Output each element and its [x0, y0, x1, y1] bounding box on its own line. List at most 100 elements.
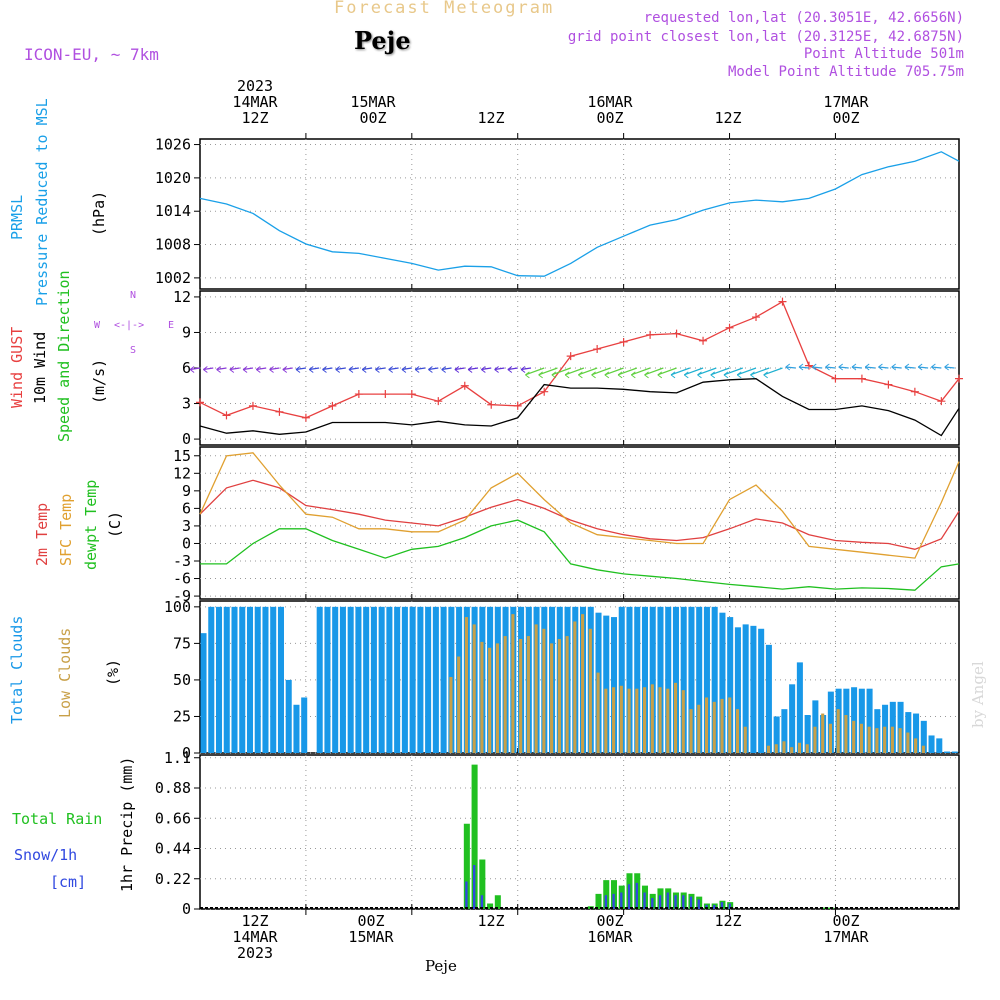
- wind-arrow: [454, 367, 465, 371]
- low-cloud-bar: [511, 614, 515, 753]
- low-cloud-bar: [821, 713, 825, 753]
- wind-arrowhead: [838, 363, 844, 371]
- series-line-dewpt-temp: [200, 519, 960, 591]
- wind-arrow: [520, 367, 532, 371]
- gust-marker: [513, 401, 522, 410]
- wind-arrow: [838, 366, 849, 369]
- total-cloud-bar: [618, 606, 625, 753]
- wind-arrow: [229, 367, 240, 371]
- wind-arrowhead: [763, 371, 769, 379]
- total-cloud-bar: [262, 606, 269, 753]
- wind-arrowhead: [891, 363, 896, 371]
- wind-arrow: [684, 367, 704, 376]
- y-tick-label: 6: [182, 499, 191, 517]
- top-time-label-4: 12Z: [689, 110, 767, 126]
- y-tick-label: 6: [182, 359, 191, 377]
- low-cloud-bar: [565, 636, 569, 753]
- gust-marker: [619, 337, 628, 346]
- gust-marker: [672, 329, 681, 338]
- wind-arrow: [918, 366, 929, 369]
- top-time-hour: 00Z: [832, 109, 860, 127]
- wind-arrowhead: [388, 366, 393, 373]
- total-cloud-bar: [417, 606, 424, 753]
- wind-arrowhead: [750, 371, 755, 379]
- low-cloud-bar: [828, 723, 832, 753]
- y-tick-label: 0.22: [155, 870, 191, 888]
- gust-marker: [222, 411, 231, 420]
- low-cloud-bar: [588, 628, 592, 753]
- snow-bar: [643, 892, 646, 909]
- snow-label: Snow/1h: [14, 846, 78, 864]
- gust-marker: [328, 401, 337, 410]
- rain-bar: [820, 907, 827, 909]
- grid-point-location: grid point closest lon,lat (20.3125E, 42…: [567, 29, 964, 45]
- total-cloud-bar: [696, 606, 703, 753]
- total-cloud-bar: [928, 735, 935, 753]
- wind-arrow: [798, 366, 810, 369]
- low-cloud-bar: [557, 639, 561, 753]
- wind-arrowhead: [878, 363, 883, 371]
- snow-bar: [728, 903, 731, 909]
- gust-marker: [699, 336, 708, 345]
- snow-bar: [658, 895, 662, 909]
- top-time-hour: 12Z: [241, 109, 269, 127]
- low-cloud-bar: [681, 690, 685, 753]
- wind-arrowhead: [348, 366, 354, 373]
- top-time-date: 16MAR: [587, 93, 633, 111]
- wind-arrowhead: [216, 366, 221, 373]
- wind-arrow: [785, 366, 796, 369]
- wind-arrow: [203, 367, 214, 371]
- low-cloud-bar: [550, 643, 554, 753]
- low-cloud-bar: [875, 728, 879, 753]
- total-cloud-bar: [339, 606, 346, 753]
- low-cloud-bar: [797, 742, 802, 753]
- wind-arrow: [604, 367, 624, 376]
- rain-bar: [463, 823, 470, 909]
- wind-arrow: [309, 367, 320, 371]
- total-cloud-bar: [851, 687, 858, 753]
- y-tick-label: 0.88: [155, 779, 191, 797]
- wind-arrow: [737, 367, 757, 376]
- wind-arrowhead: [335, 366, 341, 373]
- compass-south: S: [130, 345, 137, 356]
- total-cloud-bar: [285, 679, 292, 753]
- total-cloud-bar: [370, 606, 377, 753]
- gust-marker: [381, 390, 390, 399]
- bottom-time-date: 14MAR: [232, 928, 278, 946]
- series-line-sfc-temp: [199, 452, 960, 559]
- gust-marker: [955, 374, 963, 383]
- low-cloud-bar: [635, 688, 639, 753]
- low-cloud-bar: [852, 720, 856, 753]
- low-cloud-bar: [464, 617, 468, 753]
- wind-arrow: [388, 367, 399, 371]
- wind-arrow: [295, 367, 306, 371]
- low-cloud-bar: [650, 684, 654, 753]
- total-cloud-bar: [742, 624, 749, 753]
- wind-arrowhead: [736, 371, 742, 379]
- compass-east: E: [168, 320, 175, 331]
- wind-arrowhead: [256, 366, 261, 373]
- snow-bar: [473, 865, 476, 909]
- gust-marker: [460, 381, 469, 390]
- wind-arrowhead: [295, 366, 301, 373]
- wind-arrowhead: [454, 366, 460, 373]
- low-cloud-bar: [689, 709, 693, 753]
- total-cloud-bar: [727, 617, 734, 753]
- total-cloud-bar: [401, 606, 408, 753]
- total-cloud-bar: [804, 715, 811, 753]
- y-tick-label: -3: [173, 552, 191, 570]
- bottom-time-label-5: 00Z 17MAR: [803, 913, 889, 945]
- low-cloud-bar: [728, 697, 732, 753]
- wind-arrow: [657, 367, 677, 376]
- bottom-time-label-1: 00Z 15MAR: [328, 913, 414, 945]
- low-cloud-bar: [581, 614, 585, 753]
- wind-arrow: [242, 367, 254, 371]
- top-time-label-3: 16MAR 00Z: [571, 94, 649, 126]
- low-cloud-bar: [472, 624, 476, 753]
- wind-arrow: [710, 367, 730, 376]
- low-cloud-bar: [743, 726, 747, 753]
- snow-unit-label: [cm]: [50, 873, 87, 891]
- panel-frame: [199, 446, 960, 600]
- total-cloud-bar: [634, 606, 641, 753]
- gust-marker: [857, 374, 866, 383]
